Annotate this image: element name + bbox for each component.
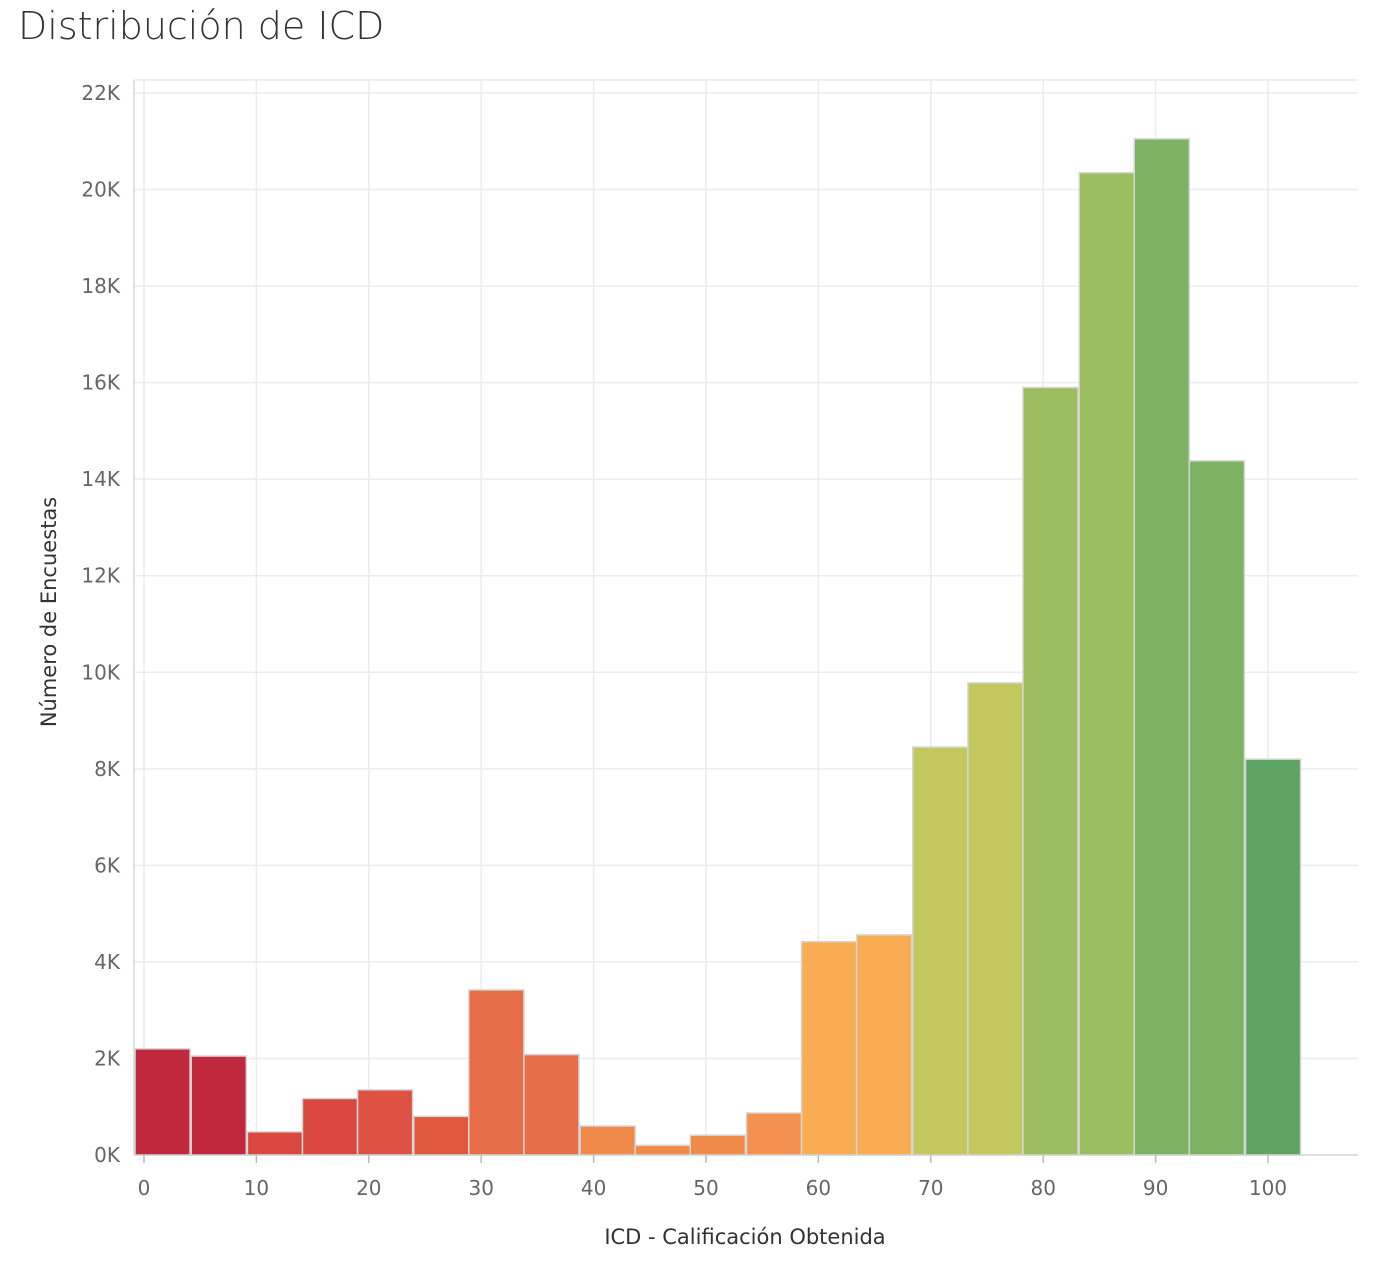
histogram-bar[interactable]: [967, 682, 1024, 1156]
histogram-bar[interactable]: [912, 746, 969, 1156]
chart-title: Distribución de ICD: [18, 4, 385, 48]
x-axis-label: ICD - Calificación Obtenida: [604, 1225, 885, 1249]
histogram-bar[interactable]: [413, 1115, 470, 1156]
histogram-bar[interactable]: [745, 1112, 803, 1156]
y-tick-label: 20K: [81, 178, 120, 202]
x-tick-label: 10: [244, 1176, 269, 1200]
y-tick-label: 18K: [81, 274, 120, 298]
x-tick-label: 60: [806, 1176, 831, 1200]
y-tick-label: 8K: [94, 757, 121, 781]
histogram-bar[interactable]: [1133, 138, 1191, 1156]
y-tick-label: 2K: [94, 1046, 121, 1070]
histogram-bar[interactable]: [855, 934, 913, 1156]
histogram-bar[interactable]: [1244, 758, 1302, 1156]
histogram-bar[interactable]: [634, 1144, 692, 1156]
histogram-bar[interactable]: [579, 1125, 636, 1156]
histogram-bar[interactable]: [1022, 386, 1079, 1156]
y-axis-label: Número de Encuestas: [37, 497, 61, 727]
x-tick-label: 90: [1143, 1176, 1168, 1200]
histogram-bar[interactable]: [190, 1055, 248, 1156]
y-tick-label: 16K: [81, 371, 120, 395]
x-tick-label: 70: [918, 1176, 943, 1200]
x-axis-ticks: 0 10 20 30 40 50 60 70 80 90 100: [138, 1155, 1287, 1200]
bars-group: [134, 138, 1302, 1156]
histogram-bar[interactable]: [134, 1048, 191, 1156]
histogram-bar[interactable]: [246, 1131, 304, 1156]
y-tick-label: 12K: [81, 564, 120, 588]
histogram-bar[interactable]: [1188, 460, 1246, 1156]
y-tick-label: 14K: [81, 467, 120, 491]
x-tick-label: 50: [693, 1176, 718, 1200]
y-tick-label: 6K: [94, 853, 121, 877]
histogram-bar[interactable]: [356, 1089, 414, 1156]
histogram-bar[interactable]: [1078, 171, 1135, 1156]
histogram-bar[interactable]: [800, 940, 858, 1156]
x-tick-label: 100: [1249, 1176, 1287, 1200]
x-tick-label: 0: [138, 1176, 151, 1200]
y-tick-label: 22K: [81, 81, 120, 105]
x-tick-label: 80: [1030, 1176, 1055, 1200]
y-tick-label: 4K: [94, 950, 121, 974]
y-tick-label: 10K: [81, 660, 120, 684]
x-tick-label: 20: [356, 1176, 381, 1200]
x-tick-label: 40: [581, 1176, 606, 1200]
x-tick-label: 30: [468, 1176, 493, 1200]
histogram-bar[interactable]: [689, 1134, 747, 1156]
y-tick-label: 0K: [94, 1143, 121, 1167]
y-axis-ticks: 0K 2K 4K 6K 8K 10K 12K 14K 16K 18K 20K 22K: [81, 81, 120, 1167]
histogram-bar[interactable]: [301, 1097, 359, 1156]
histogram-bar[interactable]: [523, 1053, 580, 1156]
histogram-bar[interactable]: [468, 989, 525, 1156]
